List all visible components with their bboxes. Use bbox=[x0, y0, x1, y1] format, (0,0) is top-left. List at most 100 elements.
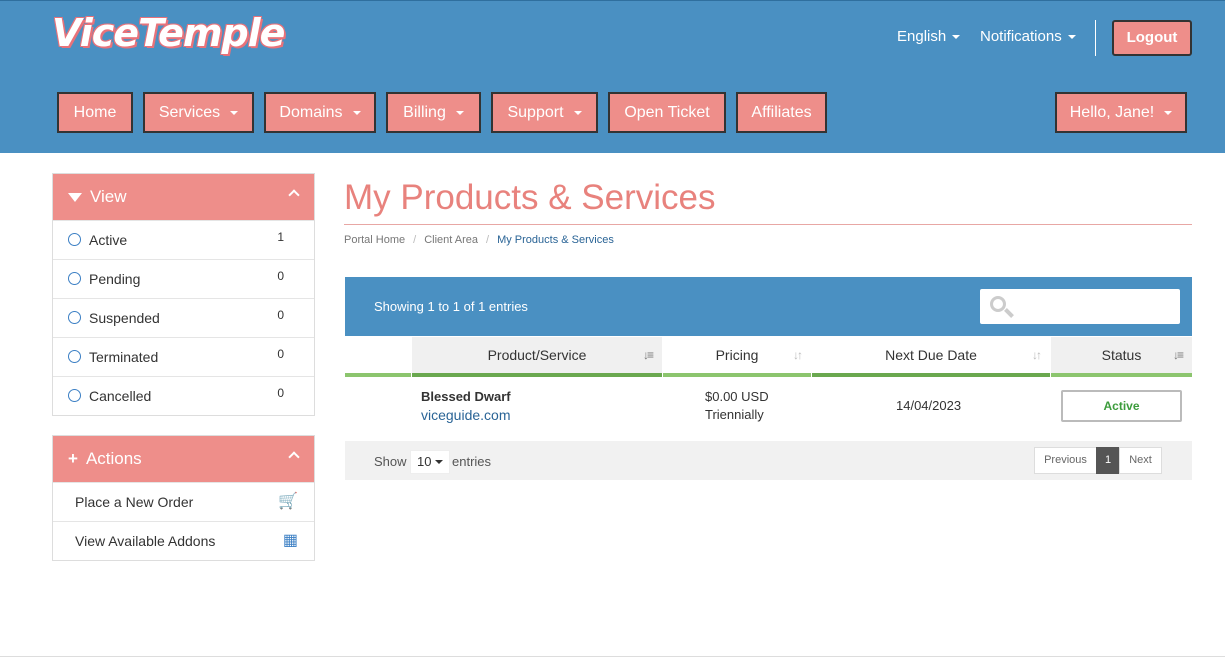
next-due-date: 14/04/2023 bbox=[896, 398, 962, 413]
filter-terminated[interactable]: Terminated 0 bbox=[53, 337, 314, 376]
filter-count: 0 bbox=[277, 269, 284, 283]
caret-down-icon bbox=[1067, 35, 1076, 40]
nav-affiliates[interactable]: Affiliates bbox=[736, 92, 827, 133]
status-badge: Active bbox=[1061, 390, 1182, 422]
filter-label: Terminated bbox=[89, 349, 159, 365]
breadcrumb-current: My Products & Services bbox=[497, 234, 614, 246]
radio-icon bbox=[68, 272, 81, 285]
sort-desc-icon: ↓≡ bbox=[642, 348, 654, 362]
nav-domains[interactable]: Domains bbox=[264, 92, 376, 133]
page-size-select[interactable]: 10 bbox=[410, 450, 450, 474]
chevron-up-icon[interactable] bbox=[288, 451, 300, 463]
column-spacer bbox=[345, 337, 411, 377]
filter-label: Pending bbox=[89, 271, 141, 287]
account-menu[interactable]: Hello, Jane! bbox=[1055, 92, 1187, 133]
nav-billing-label: Billing bbox=[403, 104, 446, 121]
actions-panel: + Actions Place a New Order 🛒 View Availab… bbox=[52, 435, 315, 561]
column-next-due-date[interactable]: Next Due Date ↓↑ bbox=[812, 337, 1050, 377]
nav-open-ticket[interactable]: Open Ticket bbox=[608, 92, 726, 133]
caret-down-icon bbox=[952, 35, 961, 40]
filter-label: Suspended bbox=[89, 310, 160, 326]
page-size-value: 10 bbox=[417, 454, 432, 469]
filter-count: 0 bbox=[277, 386, 284, 400]
chevron-up-icon[interactable] bbox=[288, 189, 300, 201]
header-divider bbox=[1095, 20, 1096, 56]
filter-suspended[interactable]: Suspended 0 bbox=[53, 298, 314, 337]
caret-down-icon bbox=[230, 110, 239, 115]
entries-label: entries bbox=[452, 454, 492, 469]
filter-count: 0 bbox=[277, 347, 284, 361]
column-label: Product/Service bbox=[487, 347, 587, 363]
search-input[interactable] bbox=[980, 289, 1180, 324]
nav-support[interactable]: Support bbox=[491, 92, 598, 133]
billing-cycle: Triennially bbox=[705, 407, 764, 422]
site-header: ViceTemple English Notifications Logout … bbox=[0, 0, 1225, 153]
column-label: Status bbox=[1101, 347, 1142, 363]
action-place-new-order[interactable]: Place a New Order 🛒 bbox=[53, 482, 314, 521]
filter-active[interactable]: Active 1 bbox=[53, 220, 314, 259]
logout-button[interactable]: Logout bbox=[1112, 20, 1192, 56]
column-label: Next Due Date bbox=[885, 347, 977, 363]
filter-count: 1 bbox=[277, 230, 284, 244]
entries-info: Showing 1 to 1 of 1 entries bbox=[374, 299, 528, 314]
radio-icon bbox=[68, 311, 81, 324]
column-pricing[interactable]: Pricing ↓↑ bbox=[663, 337, 811, 377]
action-view-addons[interactable]: View Available Addons ▦ bbox=[53, 521, 314, 560]
sort-icon: ↓↑ bbox=[1032, 348, 1042, 362]
filter-label: Active bbox=[89, 232, 128, 248]
action-label: Place a New Order bbox=[75, 494, 194, 510]
product-name: Blessed Dwarf bbox=[421, 389, 511, 404]
product-domain-link[interactable]: viceguide.com bbox=[421, 407, 511, 423]
notifications-dropdown[interactable]: Notifications bbox=[980, 28, 1076, 45]
cart-icon: 🛒 bbox=[278, 493, 298, 510]
actions-panel-title: Actions bbox=[85, 449, 142, 468]
action-label: View Available Addons bbox=[75, 533, 216, 549]
filter-icon bbox=[68, 193, 82, 203]
nav-domains-label: Domains bbox=[279, 104, 343, 121]
view-panel-title: View bbox=[90, 187, 127, 206]
nav-services-label: Services bbox=[158, 104, 221, 121]
filter-cancelled[interactable]: Cancelled 0 bbox=[53, 376, 314, 415]
site-logo[interactable]: ViceTemple bbox=[52, 11, 285, 55]
column-product-service[interactable]: Product/Service ↓≡ bbox=[412, 337, 662, 377]
radio-icon bbox=[68, 389, 81, 402]
table-toolbar: Showing 1 to 1 of 1 entries bbox=[345, 277, 1192, 336]
breadcrumb-portal-home[interactable]: Portal Home bbox=[344, 234, 406, 246]
column-label: Pricing bbox=[715, 347, 759, 363]
view-panel-header[interactable]: View bbox=[53, 174, 314, 220]
nav-billing[interactable]: Billing bbox=[386, 92, 481, 133]
table-footer: Show 10 entries Previous 1 Next bbox=[345, 441, 1192, 480]
radio-icon bbox=[68, 350, 81, 363]
pagination-page-1[interactable]: 1 bbox=[1096, 447, 1120, 474]
filter-count: 0 bbox=[277, 308, 284, 322]
pagination-previous[interactable]: Previous bbox=[1034, 447, 1097, 474]
pagination-next[interactable]: Next bbox=[1119, 447, 1162, 474]
caret-down-icon bbox=[573, 110, 582, 115]
notifications-label: Notifications bbox=[980, 28, 1062, 45]
radio-icon bbox=[68, 233, 81, 246]
caret-down-icon bbox=[352, 110, 361, 115]
title-divider bbox=[344, 224, 1192, 225]
plus-icon: + bbox=[68, 449, 78, 468]
breadcrumb-client-area[interactable]: Client Area bbox=[424, 234, 479, 246]
nav-home[interactable]: Home bbox=[57, 92, 133, 133]
actions-panel-header[interactable]: + Actions bbox=[53, 436, 314, 482]
cubes-icon: ▦ bbox=[282, 532, 298, 549]
caret-down-icon bbox=[435, 460, 443, 464]
page-title: My Products & Services bbox=[344, 178, 716, 217]
sort-desc-icon: ↓≡ bbox=[1172, 348, 1184, 362]
footer-divider bbox=[0, 656, 1225, 657]
caret-down-icon bbox=[1164, 110, 1173, 115]
caret-down-icon bbox=[455, 110, 464, 115]
nav-services[interactable]: Services bbox=[143, 92, 254, 133]
view-panel: View Active 1 Pending 0 Suspended 0 Termina… bbox=[52, 173, 315, 416]
sort-icon: ↓↑ bbox=[793, 348, 803, 362]
column-status[interactable]: Status ↓≡ bbox=[1051, 337, 1192, 377]
account-label: Hello, Jane! bbox=[1069, 104, 1155, 121]
nav-support-label: Support bbox=[507, 104, 564, 121]
filter-pending[interactable]: Pending 0 bbox=[53, 259, 314, 298]
filter-label: Cancelled bbox=[89, 388, 152, 404]
language-dropdown[interactable]: English bbox=[897, 28, 961, 45]
show-label: Show bbox=[374, 454, 407, 469]
price-amount: $0.00 USD bbox=[705, 389, 769, 404]
